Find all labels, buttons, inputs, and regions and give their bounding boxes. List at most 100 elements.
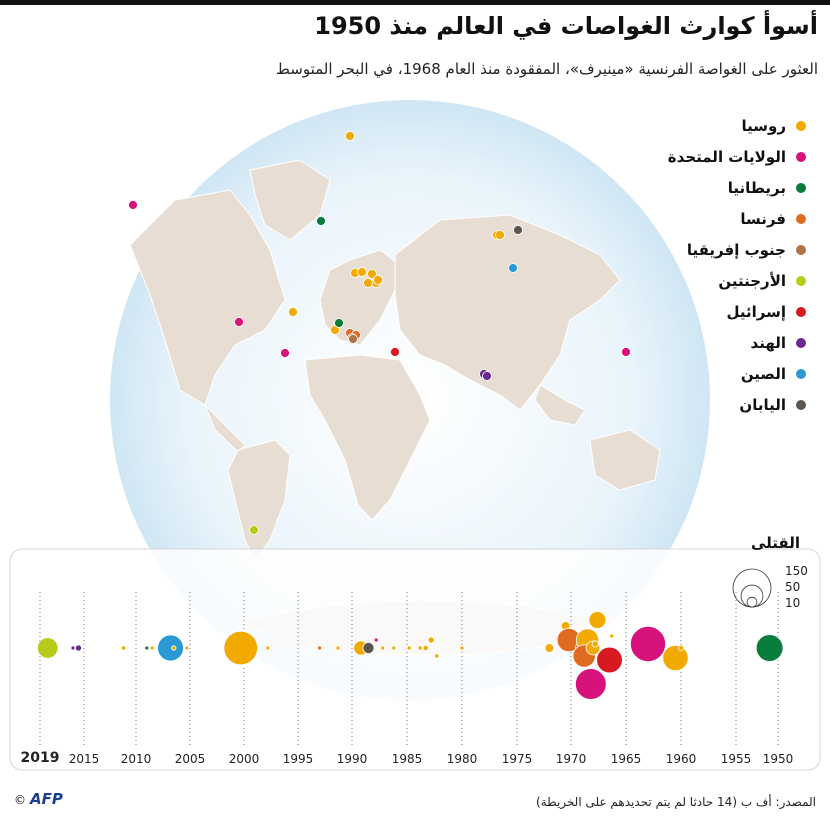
asia [394,214,621,411]
africa [304,354,431,521]
timeline-bubble [149,645,155,651]
legend-item: روسيا [668,110,806,141]
timeline-bubble [662,644,689,672]
legend-item: فرنسا [668,203,806,234]
year-label: 1985 [391,752,423,766]
legend-label: الولايات المتحدة [667,147,786,166]
timeline-bubble [574,668,607,700]
map-point [482,371,492,381]
map-point [367,269,377,279]
timeline-bubble [265,645,271,651]
timeline-bubble [223,630,258,666]
copyright-symbol: © [14,793,26,807]
timeline-bubble [427,636,435,644]
timeline-bubble [120,645,127,651]
timeline-bubble [70,645,76,651]
timeline-bubbles [37,611,784,700]
map-point [373,275,383,285]
timeline-bubble [362,642,375,654]
legend-dot [796,399,806,410]
year-label: 2015 [68,752,100,766]
timeline-bubble [391,645,397,651]
year-label: 2005 [174,752,206,766]
map-point [508,263,518,273]
timeline-bubble [596,646,623,674]
legend-dot [796,182,806,193]
legend-item: بريطانيا [668,172,806,203]
size-label-50: 50 [785,580,801,594]
timeline-panel [9,548,821,771]
legend-label: روسيا [741,116,786,135]
greenland [249,159,331,241]
map-point [513,225,523,235]
map-point [249,525,259,535]
legend-label: الهند [750,333,786,352]
map-point [345,131,355,141]
legend-item: الهند [668,327,806,358]
timeline-gridlines [39,592,779,745]
timeline-bubble [75,644,83,652]
map-point [495,230,505,240]
southeast-asia [534,384,586,426]
year-label: 2019 [20,750,60,766]
year-label: 2010 [120,752,152,766]
timeline-bubble [677,644,685,652]
timeline-bubble [37,637,59,659]
timeline-bubble [434,653,440,659]
timeline-bubble [609,633,615,639]
legend-dot [796,120,806,131]
legend-label: اليابان [739,395,786,414]
timeline-bubble [184,645,190,651]
legend-item: جنوب إفريقيا [668,234,806,265]
map-point [288,307,298,317]
map-point [357,267,367,277]
size-label-150: 150 [785,564,808,578]
legend-dot [796,306,806,317]
afp-logo-text: AFP [30,790,63,808]
legend-label: إسرائيل [726,302,786,321]
page-title: أسوأ كوارث الغواصات في العالم منذ 1950 [314,12,818,40]
legend-dot [796,275,806,286]
year-label: 1965 [610,752,642,766]
timeline-bubble [629,625,667,663]
afp-logo: © AFP [14,790,63,808]
page-subtitle: العثور على الغواصة الفرنسية «مينيرف»، ال… [276,60,818,78]
map-point [316,216,326,226]
timeline-bubble [373,637,379,643]
country-legend: روسيا الولايات المتحدة بريطانيا فرنسا جن… [668,110,806,420]
timeline-bubble [755,634,784,662]
legend-dot [796,244,806,255]
map-point [234,317,244,327]
killed-legend-title: القتلى [751,534,800,552]
year-label: 1975 [501,752,533,766]
year-label: 1955 [720,752,752,766]
timeline-bubble [406,645,412,651]
legend-label: الصين [740,364,786,383]
legend-label: جنوب إفريقيا [686,240,786,259]
timeline-bubble [422,644,429,652]
legend-label: الأرجنتين [718,271,786,290]
timeline-bubble [335,645,341,651]
timeline-bubble [157,634,184,662]
legend-item: الولايات المتحدة [668,141,806,172]
map-point [621,347,631,357]
top-rule [0,0,830,5]
map-point [334,318,344,328]
year-label: 1980 [446,752,478,766]
map-point [128,200,138,210]
timeline-bubble [591,640,599,648]
size-legend-circle [746,596,758,608]
year-label: 1970 [555,752,587,766]
year-label: 1995 [282,752,314,766]
legend-item: الأرجنتين [668,265,806,296]
continents [129,159,661,656]
legend-dot [796,337,806,348]
australia [589,429,661,491]
year-label: 1990 [336,752,368,766]
timeline-bubble [459,645,465,651]
timeline-bubble [317,645,323,651]
timeline-bubble [588,611,607,629]
year-label: 2000 [228,752,260,766]
timeline-bubble [171,645,177,651]
map-point [348,334,358,344]
